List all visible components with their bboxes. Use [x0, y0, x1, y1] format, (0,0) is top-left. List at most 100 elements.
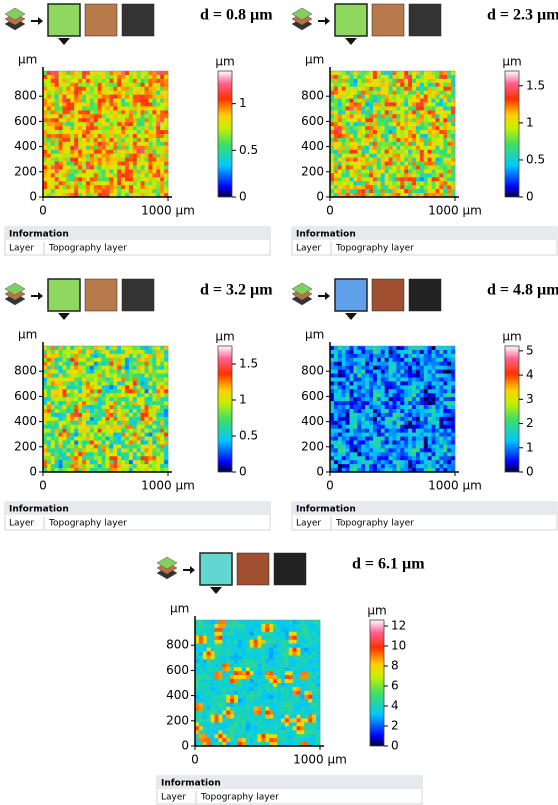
- map-cell: [415, 165, 421, 170]
- map-cell: [245, 631, 250, 637]
- map-cell: [237, 714, 243, 719]
- map-cell: [345, 169, 350, 174]
- map-cell: [400, 169, 405, 174]
- map-cell: [380, 161, 385, 166]
- map-cell: [277, 738, 282, 743]
- map-cell: [164, 416, 169, 422]
- map-cell: [74, 468, 79, 473]
- map-cell: [241, 706, 247, 711]
- map-cell: [353, 405, 358, 410]
- map-cell: [349, 173, 354, 178]
- map-cell: [160, 369, 165, 374]
- map-cell: [357, 349, 362, 355]
- y-tick-label: 0: [29, 190, 37, 204]
- map-cell: [330, 177, 335, 182]
- map-cell: [85, 389, 91, 394]
- map-cell: [404, 456, 409, 461]
- map-cell: [160, 98, 165, 103]
- map-cell: [427, 452, 432, 457]
- map-cell: [269, 683, 274, 688]
- map-cell: [443, 82, 448, 88]
- map-cell: [435, 436, 440, 441]
- map-cell: [439, 385, 444, 390]
- map-cell: [78, 90, 83, 95]
- map-cell: [447, 130, 452, 135]
- map-cell: [261, 620, 266, 625]
- map-cell: [357, 153, 362, 158]
- map-cell: [372, 157, 378, 162]
- map-cell: [62, 137, 67, 143]
- map-cell: [400, 401, 405, 406]
- map-cell: [144, 460, 149, 465]
- map-cell: [160, 365, 165, 370]
- map-cell: [277, 620, 282, 625]
- map-cell: [109, 440, 114, 445]
- map-cell: [160, 110, 165, 115]
- map-cell: [50, 126, 56, 131]
- map-cell: [345, 432, 350, 437]
- map-cell: [85, 118, 91, 123]
- map-cell: [447, 405, 452, 410]
- map-cell: [132, 145, 138, 151]
- map-cell: [330, 86, 335, 91]
- map-cell: [451, 71, 456, 76]
- layer-icons: [4, 278, 155, 320]
- map-cell: [384, 153, 389, 158]
- map-cell: [353, 137, 358, 143]
- map-cell: [435, 181, 440, 186]
- map-cell: [396, 456, 401, 461]
- map-cell: [218, 620, 223, 625]
- map-cell: [388, 173, 393, 178]
- map-cell: [156, 102, 161, 107]
- map-cell: [419, 165, 425, 170]
- map-cell: [132, 432, 138, 437]
- map-cell: [132, 94, 138, 99]
- map-cell: [419, 177, 425, 182]
- map-cell: [277, 663, 282, 668]
- map-cell: [148, 456, 153, 461]
- map-cell: [345, 349, 350, 355]
- map-cell: [85, 90, 91, 95]
- map-cell: [341, 365, 346, 370]
- map-cell: [93, 428, 98, 433]
- map-cell: [341, 346, 346, 351]
- map-cell: [451, 189, 456, 194]
- map-cell: [109, 165, 114, 170]
- map-cell: [384, 74, 389, 80]
- map-cell: [369, 412, 374, 418]
- map-cell: [164, 361, 169, 366]
- map-cell: [345, 126, 350, 131]
- map-cell: [439, 118, 444, 123]
- map-cell: [117, 369, 122, 374]
- map-cell: [164, 412, 169, 418]
- map-cell: [70, 165, 75, 170]
- map-cell: [435, 373, 440, 378]
- map-cell: [132, 141, 138, 147]
- map-cell: [439, 90, 444, 95]
- map-cell: [357, 389, 362, 394]
- map-cell: [50, 456, 56, 461]
- map-cell: [330, 90, 335, 95]
- map-cell: [152, 122, 157, 127]
- map-cell: [392, 74, 397, 80]
- map-cell: [341, 137, 346, 143]
- map-cell: [415, 346, 421, 351]
- map-cell: [273, 643, 278, 648]
- map-cell: [412, 357, 417, 363]
- map-cell: [70, 130, 75, 135]
- map-cell: [388, 177, 393, 182]
- map-cell: [357, 114, 362, 119]
- map-cell: [404, 130, 409, 135]
- map-cell: [164, 420, 169, 426]
- map-cell: [93, 141, 98, 147]
- map-cell: [273, 620, 278, 625]
- map-cell: [245, 675, 250, 680]
- map-cell: [353, 361, 358, 366]
- map-cell: [330, 106, 335, 111]
- map-cell: [384, 173, 389, 178]
- map-cell: [384, 456, 389, 461]
- map-cell: [54, 468, 59, 473]
- map-cell: [249, 738, 254, 743]
- map-cell: [156, 440, 161, 445]
- map-cell: [109, 173, 114, 178]
